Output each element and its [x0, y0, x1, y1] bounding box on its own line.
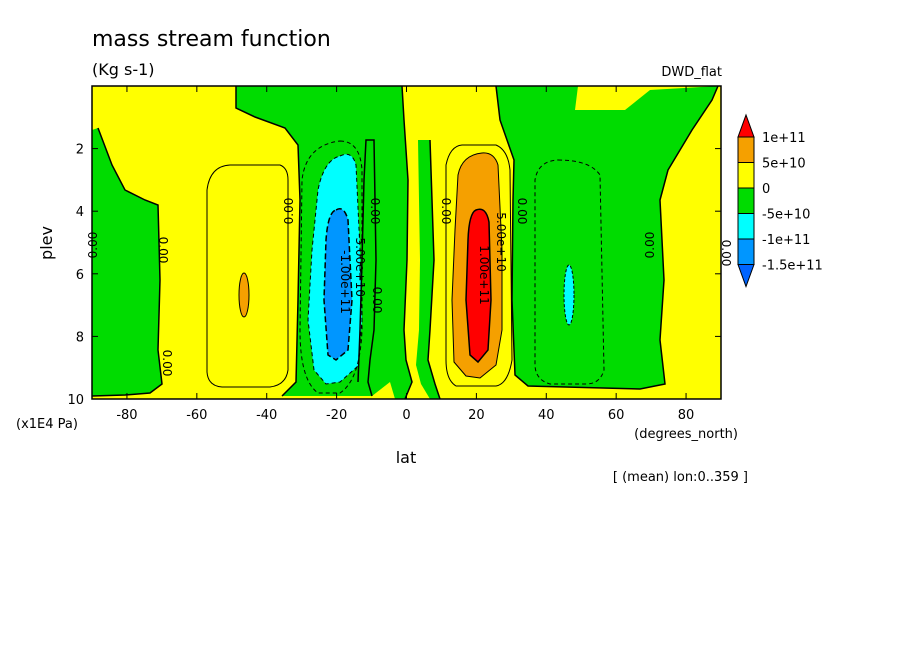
plot-area: 0.00 0.00 0.00 0.00 0.00 0.00 0.00 0.00 … [86, 85, 733, 400]
colorbar-swatch [737, 213, 755, 240]
chart-title: mass stream function [92, 27, 331, 52]
x-axis-label: lat [396, 448, 417, 467]
y-axis-label: plev [37, 226, 56, 260]
zero-contour-2 [235, 86, 301, 397]
x-tick-label: 0 [402, 408, 410, 423]
zero-contour-5 [427, 139, 441, 400]
contour-label: 1.00e+11 [477, 245, 491, 304]
contour-label: 0.00 [282, 198, 296, 225]
contour-minus1e11 [323, 208, 353, 361]
y-tick-label: 8 [76, 330, 84, 345]
northern-cell-level2 [466, 209, 491, 362]
x-tick-label: 80 [678, 408, 695, 423]
x-axis-units: (degrees_north) [634, 427, 738, 442]
negative-contour-south-outer [299, 140, 363, 394]
contour-south-positive-island [238, 272, 250, 318]
contour-label: 0.00 [368, 198, 382, 225]
northern-negative-max [564, 265, 574, 325]
contour-label: 5.00e+10 [494, 212, 508, 271]
zero-contour-6 [495, 85, 719, 390]
x-tick-label: -60 [186, 408, 207, 423]
contour-label: 0.00 [719, 240, 733, 267]
contour-label: 0.00 [515, 198, 529, 225]
chart-units: (Kg s-1) [92, 60, 155, 79]
negative-contour-north [534, 159, 605, 385]
green-region-northern-cell [496, 86, 718, 389]
x-tick-label: 20 [468, 408, 485, 423]
contour-label: 0.00 [160, 350, 174, 377]
contour-north-negative-island [563, 264, 575, 326]
green-region-far-south [92, 128, 162, 396]
contour-lines [91, 85, 719, 400]
green-region-near-equator-north [416, 140, 440, 399]
contour-label: 0.00 [439, 198, 453, 225]
x-axis: -80 -60 -40 -20 0 20 40 60 80 [116, 86, 694, 423]
colorbar-label: 5e+10 [762, 157, 806, 172]
positive-contour-south [206, 164, 289, 388]
colorbar-top-arrow [737, 113, 755, 138]
x-tick-label: 40 [538, 408, 555, 423]
y-tick-label: 10 [67, 393, 84, 408]
y-tick-label: 6 [76, 268, 84, 283]
footnote: [ (mean) lon:0..359 ] [613, 470, 748, 485]
contour-label: 0.00 [86, 232, 100, 259]
contour-1e11 [465, 208, 492, 364]
colorbar-legend: 1e+11 5e+10 0 -5e+10 -1e+11 -1.5e+11 [737, 113, 823, 288]
contour-label: -5.00e+10 [353, 233, 367, 297]
southern-positive-max [239, 273, 249, 317]
colorbar-label: -5e+10 [762, 208, 810, 223]
colorbar-label: -1e+11 [762, 233, 810, 248]
dataset-label: DWD_flat [661, 65, 722, 80]
contour-label: 0.00 [156, 237, 170, 264]
contour-label-group: 0.00 0.00 0.00 0.00 0.00 0.00 0.00 0.00 … [86, 198, 733, 377]
colorbar-swatch [737, 238, 755, 265]
positive-contour-north [445, 144, 513, 387]
x-tick-label: 60 [608, 408, 625, 423]
y-axis-units: (x1E4 Pa) [16, 417, 78, 432]
zero-contour-1 [91, 127, 163, 397]
contour-label: -1.00e+11 [338, 250, 352, 314]
colorbar-label: 1e+11 [762, 131, 806, 146]
colorbar-swatch [737, 162, 755, 189]
contour-label: 0.00 [370, 287, 384, 314]
y-axis: 2 4 6 8 10 [67, 143, 721, 408]
colorbar-swatch [737, 136, 755, 163]
x-tick-label: -20 [326, 408, 347, 423]
x-tick-label: -40 [256, 408, 277, 423]
colorbar-bottom-arrow [737, 264, 755, 288]
colorbar-swatch [737, 187, 755, 214]
contour-5e10 [451, 152, 503, 379]
colorbar-label: -1.5e+11 [762, 259, 823, 274]
y-tick-label: 4 [76, 205, 84, 220]
contour-minus5e10 [307, 153, 363, 385]
x-tick-label: -80 [116, 408, 137, 423]
zero-contour-3 [401, 85, 413, 400]
y-tick-label: 2 [76, 143, 84, 158]
southern-cell-level2 [324, 208, 352, 360]
contour-label: 0.00 [643, 232, 657, 259]
colorbar-label: 0 [762, 182, 770, 197]
